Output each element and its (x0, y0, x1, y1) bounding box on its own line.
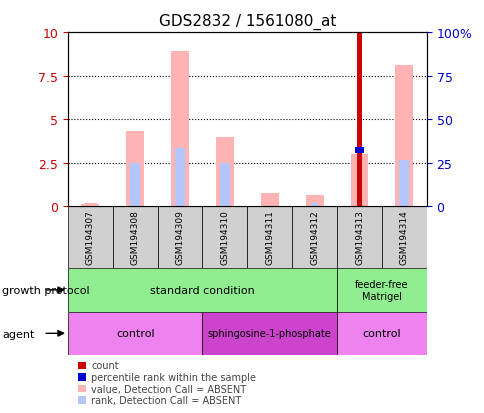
Text: rank, Detection Call = ABSENT: rank, Detection Call = ABSENT (91, 395, 241, 405)
Bar (126, 132, 144, 206)
Text: control: control (116, 328, 154, 339)
Bar (336, 206, 381, 268)
Text: GSM194307: GSM194307 (86, 210, 95, 265)
Bar (336, 268, 426, 312)
Bar (215, 138, 233, 206)
Bar (354, 148, 363, 154)
Text: count: count (91, 361, 119, 370)
Bar (336, 312, 426, 355)
Bar (68, 312, 202, 355)
Text: value, Detection Call = ABSENT: value, Detection Call = ABSENT (91, 384, 246, 394)
Bar (220, 164, 229, 206)
Bar (81, 204, 99, 206)
Bar (171, 52, 189, 206)
Text: GSM194308: GSM194308 (130, 210, 139, 265)
Text: standard condition: standard condition (150, 285, 254, 295)
Text: control: control (362, 328, 400, 339)
Bar (202, 312, 336, 355)
Bar (157, 206, 202, 268)
Text: sphingosine-1-phosphate: sphingosine-1-phosphate (208, 328, 331, 339)
Bar (350, 154, 368, 206)
Text: GSM194314: GSM194314 (399, 210, 408, 265)
Bar (356, 33, 362, 206)
Text: percentile rank within the sample: percentile rank within the sample (91, 372, 256, 382)
Bar (381, 206, 426, 268)
Bar (305, 195, 323, 206)
Bar (84, 203, 96, 206)
Bar (247, 206, 291, 268)
Bar (399, 161, 408, 206)
Bar (394, 66, 412, 206)
Bar (202, 206, 247, 268)
Bar (68, 268, 336, 312)
Text: growth protocol: growth protocol (2, 285, 90, 295)
Text: GSM194310: GSM194310 (220, 210, 229, 265)
Text: agent: agent (2, 329, 35, 339)
Text: feeder-free
Matrigel: feeder-free Matrigel (354, 279, 408, 301)
Text: GSM194311: GSM194311 (265, 210, 274, 265)
Bar (260, 193, 278, 206)
Bar (112, 206, 157, 268)
Text: GSM194309: GSM194309 (175, 210, 184, 265)
Text: GSM194313: GSM194313 (354, 210, 363, 265)
Bar (68, 206, 112, 268)
Text: GSM194312: GSM194312 (309, 210, 318, 265)
Title: GDS2832 / 1561080_at: GDS2832 / 1561080_at (158, 14, 335, 30)
Bar (311, 203, 318, 206)
Bar (130, 164, 140, 206)
Bar (175, 148, 184, 206)
Bar (291, 206, 336, 268)
